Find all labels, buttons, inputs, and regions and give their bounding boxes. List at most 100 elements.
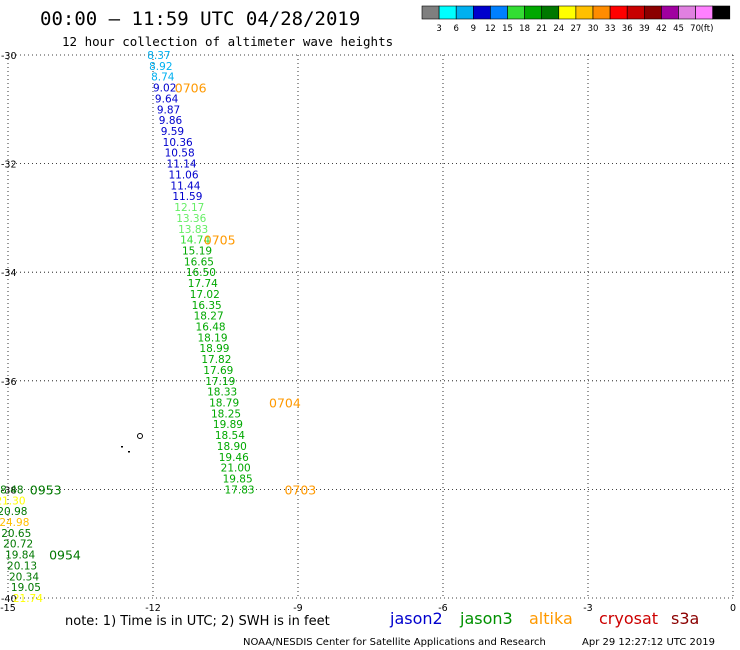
y-tick-label: -30 <box>1 51 17 62</box>
wave-height-value: 9.87 <box>157 104 180 116</box>
wave-height-value: 9.59 <box>161 126 184 138</box>
legend-swatch <box>438 5 457 20</box>
wave-height-value: 18.19 <box>197 332 227 344</box>
legend-label: 30 <box>588 24 599 34</box>
y-tick-label: -40 <box>1 594 17 605</box>
color-legend: 3 6 9 12 15 18 21 24 27 30 33 36 39 42 45 70 (ft) <box>421 5 731 34</box>
wave-height-value: 11.59 <box>172 191 202 203</box>
time-label: 0954 <box>49 548 81 563</box>
satellite-name: altika <box>529 609 573 628</box>
legend-swatch <box>421 5 440 20</box>
wave-height-value: 8.74 <box>151 72 175 84</box>
wave-height-value: 19.89 <box>213 419 243 431</box>
legend-swatch <box>455 5 474 20</box>
legend-label: 24 <box>553 24 564 34</box>
legend-swatch <box>626 5 645 20</box>
wave-height-value: 20.98 <box>0 506 27 518</box>
axes: -15 -12 -9 -6 -3 0-30-32-34-36-38-40 <box>0 51 736 614</box>
wave-height-value: 8.37 <box>147 50 170 62</box>
wave-height-value: 18.54 <box>215 430 245 442</box>
wave-height-value: 20.65 <box>1 528 31 540</box>
wave-height-value: 17.19 <box>205 376 235 388</box>
time-label: 0703 <box>284 482 316 497</box>
time-label: 0706 <box>175 81 207 96</box>
wave-height-value: 18.79 <box>209 398 239 410</box>
plot-area <box>7 54 734 599</box>
time-label: 0705 <box>204 233 236 248</box>
wave-height-value: 11.14 <box>167 159 197 171</box>
legend-swatch <box>524 5 542 20</box>
satellite-name: cryosat <box>599 609 658 628</box>
wave-height-value: 10.58 <box>165 148 195 160</box>
satellite-name: jason3 <box>459 609 513 628</box>
legend-swatch <box>678 5 696 20</box>
wave-height-value: 11.44 <box>170 180 200 192</box>
y-tick-label: -32 <box>1 160 17 171</box>
footer-timestamp: Apr 29 12:27:12 UTC 2019 <box>582 637 715 648</box>
wave-height-value: 16.35 <box>192 300 222 312</box>
wave-height-value: 9.02 <box>153 83 176 95</box>
wave-height-value: 9.64 <box>155 93 179 105</box>
wave-height-value: 17.69 <box>203 365 233 377</box>
legend-swatch <box>541 5 560 20</box>
legend-label: 6 <box>453 24 458 34</box>
wave-height-value: 21.30 <box>0 495 25 507</box>
wave-height-value: 13.83 <box>178 224 208 236</box>
wave-height-value: 17.83 <box>225 484 255 496</box>
legend-swatch <box>712 5 731 20</box>
wave-height-value: 21.74 <box>13 593 43 605</box>
wave-height-value: 8.92 <box>149 61 172 73</box>
wave-height-value: 24.98 <box>0 517 29 529</box>
legend-label: 36 <box>622 24 633 34</box>
wave-height-value: 9.86 <box>159 115 183 127</box>
wave-height-value: 19.46 <box>219 452 249 464</box>
legend-swatch <box>661 5 679 20</box>
legend-label: 27 <box>570 24 581 34</box>
x-tick-label: -9 <box>293 603 302 614</box>
wave-height-value: 20.13 <box>7 560 37 572</box>
wave-height-value: 15.19 <box>182 245 212 257</box>
legend-label: 45 <box>673 24 684 34</box>
time-label: 0953 <box>30 482 62 497</box>
legend-label: 18 <box>519 24 530 34</box>
legend-swatch <box>507 5 525 20</box>
y-tick-label: -36 <box>1 377 17 388</box>
legend-label: 15 <box>502 24 513 34</box>
x-tick-label: -15 <box>0 603 16 614</box>
wave-height-value: 19.05 <box>11 582 41 594</box>
wave-height-value: 18.99 <box>199 343 229 355</box>
wave-height-value: 18.48 <box>0 484 24 496</box>
satellite-legend: jason2 jason3 altika cryosat s3a <box>389 609 699 628</box>
wave-height-points: 8.378.928.749.029.649.879.869.5910.3610.… <box>0 50 255 605</box>
legend-swatch <box>695 5 713 20</box>
wave-height-value: 18.25 <box>211 408 241 420</box>
x-tick-label: -6 <box>438 603 447 614</box>
legend-swatch <box>609 5 628 20</box>
wave-height-value: 19.85 <box>223 474 253 486</box>
legend-swatch <box>592 5 611 20</box>
time-labels: 0706 0705 0704 0703 0953 0954 <box>30 81 317 563</box>
island-mark <box>121 446 123 448</box>
wave-height-value: 18.33 <box>207 387 237 399</box>
wave-height-value: 16.65 <box>184 256 214 268</box>
wave-height-value: 14.74 <box>180 235 210 247</box>
wave-height-value: 19.84 <box>5 550 35 562</box>
legend-unit: (ft) <box>701 24 714 34</box>
legend-swatch <box>490 5 508 20</box>
wave-height-value: 18.90 <box>217 441 247 453</box>
legend-swatch <box>643 5 662 20</box>
wave-height-value: 13.36 <box>176 213 206 225</box>
wave-height-value: 11.06 <box>168 169 198 181</box>
wave-height-value: 17.82 <box>201 354 231 366</box>
wave-height-value: 10.36 <box>163 137 193 149</box>
wave-height-value: 20.34 <box>9 571 39 583</box>
wave-height-value: 21.00 <box>221 463 251 475</box>
satellite-name: s3a <box>671 609 699 628</box>
x-tick-label: 0 <box>730 603 736 614</box>
y-tick-label: -38 <box>1 485 17 496</box>
legend-label: 9 <box>471 24 476 34</box>
legend-label: 21 <box>536 24 547 34</box>
note-text: note: 1) Time is in UTC; 2) SWH is in fe… <box>65 614 330 629</box>
legend-swatch <box>558 5 577 20</box>
